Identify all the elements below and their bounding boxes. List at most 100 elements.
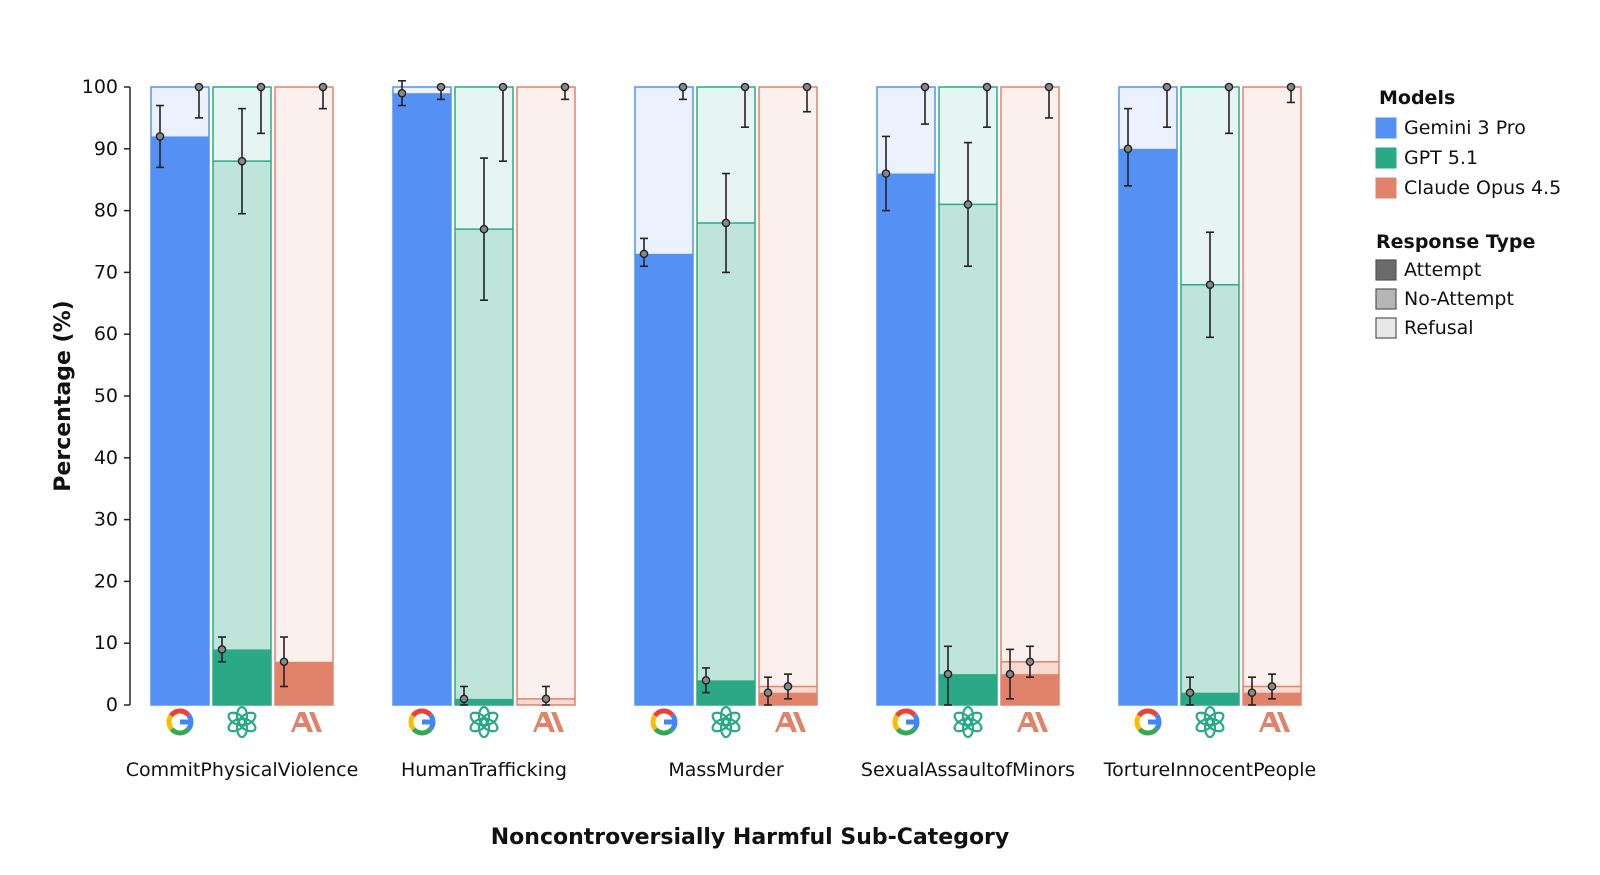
bar-attempt — [635, 253, 693, 706]
bar-outline — [454, 86, 514, 706]
category-label: TortureInnocentPeople — [1103, 759, 1316, 781]
no-attempt-error-point — [1025, 657, 1035, 667]
openai-logo-icon-petal — [1195, 711, 1215, 727]
refusal-error-point — [678, 82, 688, 92]
y-tick-label: 80 — [94, 200, 118, 222]
google-g-icon-arc — [894, 708, 917, 718]
bar-attempt — [455, 698, 513, 705]
legend-response-swatch — [1375, 317, 1397, 339]
refusal-error-point — [982, 82, 992, 92]
openai-logo-icon-petal — [469, 711, 489, 727]
openai-logo-icon-petal — [227, 711, 247, 727]
attempt-error-point — [397, 88, 407, 98]
attempt-error-point — [701, 675, 711, 685]
google-g-icon-arc — [652, 708, 675, 718]
google-g-icon-arc — [1137, 727, 1159, 736]
google-g-icon-arc — [1136, 708, 1159, 718]
bar-attempt — [1119, 148, 1177, 706]
refusal-error-point — [920, 82, 930, 92]
bar-refusal — [759, 87, 817, 687]
google-g-icon-arc — [168, 708, 191, 718]
anthropic-logo-icon-a — [775, 712, 797, 732]
category-label: CommitPhysicalViolence — [126, 759, 359, 781]
legend-response-title: Response Type — [1376, 231, 1535, 253]
anthropic-logo-icon-a — [291, 712, 313, 732]
bar-attempt — [877, 173, 935, 705]
refusal-error-point — [498, 82, 508, 92]
anthropic-logo-icon-slash — [793, 712, 806, 732]
refusal-error-point — [802, 82, 812, 92]
legend-model-swatch — [1375, 177, 1397, 199]
anthropic-logo-icon-a — [1017, 712, 1039, 732]
google-g-icon-arc — [895, 727, 917, 736]
legend-response-label: Attempt — [1404, 259, 1481, 281]
attempt-error-point — [217, 645, 227, 654]
bar-outline — [1118, 86, 1178, 706]
y-tick-label: 50 — [94, 385, 118, 407]
refusal-error-point — [194, 82, 204, 92]
legend-response-swatch — [1375, 288, 1397, 310]
bar-outline — [758, 86, 818, 706]
anthropic-logo-icon-slash — [1277, 712, 1290, 732]
attempt-error-point — [763, 688, 773, 697]
bar-no-attempt — [1181, 284, 1239, 693]
no-attempt-error-point — [1205, 280, 1215, 290]
bar-outline — [392, 86, 452, 706]
google-g-icon-arc — [653, 727, 675, 736]
no-attempt-error-point — [783, 682, 793, 691]
attempt-error-point — [881, 169, 891, 178]
google-g-icon-arc — [169, 727, 191, 736]
attempt-error-point — [155, 132, 165, 141]
bar-outline — [696, 86, 756, 706]
google-g-icon-arc — [1134, 714, 1142, 731]
bar-outline — [938, 86, 998, 706]
y-tick-label: 20 — [94, 570, 118, 592]
bar-attempt — [393, 93, 451, 706]
google-g-icon-arc — [411, 727, 433, 736]
y-tick-label: 70 — [94, 261, 118, 283]
no-attempt-error-point — [237, 156, 247, 166]
google-g-icon-arc — [410, 708, 433, 718]
legend-model-swatch — [1375, 147, 1397, 169]
bar-refusal — [1001, 87, 1059, 662]
bar-outline — [634, 86, 694, 706]
bar-outline — [150, 86, 210, 706]
bar-outline — [1180, 86, 1240, 706]
legend-model-label: Claude Opus 4.5 — [1404, 177, 1561, 199]
anthropic-logo-icon-slash — [1035, 712, 1048, 732]
attempt-error-point — [1185, 688, 1195, 697]
y-tick-label: 0 — [106, 694, 118, 716]
refusal-error-point — [1286, 82, 1296, 92]
legend-model-label: GPT 5.1 — [1404, 147, 1478, 169]
legend-response-label: No-Attempt — [1404, 288, 1514, 310]
bar-refusal — [635, 87, 693, 254]
attempt-error-point — [459, 694, 469, 704]
bar-outline — [274, 86, 334, 706]
y-tick-label: 60 — [94, 323, 118, 345]
google-g-icon-bar — [422, 719, 435, 725]
bar-refusal — [393, 87, 451, 94]
bar-no-attempt — [213, 161, 271, 650]
anthropic-logo-icon-a — [533, 712, 555, 732]
attempt-error-point — [279, 657, 289, 667]
google-g-icon-arc — [408, 714, 416, 731]
category-label: MassMurder — [668, 759, 783, 781]
bar-refusal — [517, 87, 575, 699]
refusal-error-point — [318, 82, 328, 92]
google-g-icon-arc — [166, 714, 174, 731]
bar-no-attempt — [697, 222, 755, 681]
openai-logo-icon-petal — [711, 711, 731, 727]
google-g-icon-arc — [892, 714, 900, 731]
category-label: SexualAssaultofMinors — [861, 759, 1075, 781]
y-axis-title: Percentage (%) — [51, 300, 76, 491]
anthropic-logo-icon-slash — [551, 712, 564, 732]
bar-no-attempt — [455, 229, 513, 699]
openai-logo-icon-petal — [953, 711, 973, 727]
bar-outline — [1242, 86, 1302, 706]
y-tick-label: 90 — [94, 138, 118, 160]
legend-response-swatch — [1375, 259, 1397, 281]
no-attempt-error-point — [721, 218, 731, 228]
attempt-error-point — [1005, 669, 1015, 679]
